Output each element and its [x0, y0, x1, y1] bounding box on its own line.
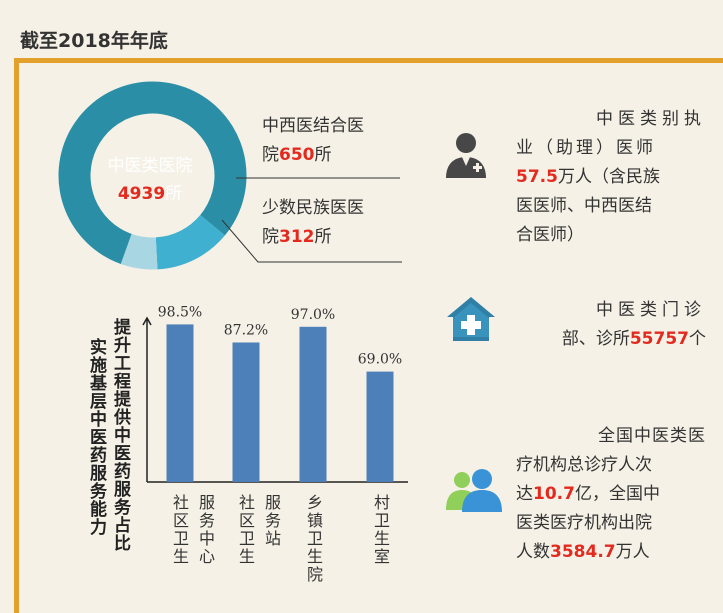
category-label-1-0: 社区卫生 — [236, 494, 255, 566]
bar-chart-title-col1: 实施基层中医药服务能力 — [86, 338, 106, 536]
leader-line-2 — [221, 219, 402, 263]
donut-segment-ethnic — [120, 233, 158, 270]
clinics-line2-text: 部、诊所 — [561, 329, 630, 349]
doctors-line2: 业（助理）医师 — [516, 138, 656, 158]
bar-value-label-1: 87.2% — [224, 322, 268, 338]
doctors-stat: 中医类别执 业（助理）医师 57.5万人（含民族 医医师、中西医结 合医师） — [516, 105, 706, 250]
clinics-unit: 个 — [689, 329, 706, 349]
seg2-line1: 少数民族医医 — [262, 198, 364, 218]
visits-line4: 医类医疗机构出院 — [516, 513, 652, 533]
hospital-donut-chart — [58, 81, 247, 270]
donut-center-label: 中医类医院 — [107, 156, 193, 176]
donut-center-unit: 所 — [165, 184, 183, 204]
people-icon — [446, 469, 502, 512]
doctors-line3: 57.5万人（含民族 — [516, 163, 706, 192]
donut-center-value: 4939 — [117, 184, 166, 204]
clinics-value: 55757 — [629, 329, 689, 349]
category-label-0-0: 社区卫生 — [170, 494, 189, 566]
category-label-3-0: 村卫生室 — [371, 494, 390, 566]
visits-line5-end: 万人 — [615, 542, 650, 562]
visits-line2: 疗机构总诊疗人次 — [516, 455, 652, 475]
seg1-line1: 中西医结合医 — [262, 116, 364, 136]
frame-left-border — [14, 58, 19, 613]
visits-line3: 达10.7亿，全国中 — [516, 480, 706, 509]
visits-stat: 全国中医类医 疗机构总诊疗人次 达10.7亿，全国中 医类医疗机构出院 人数35… — [516, 422, 706, 567]
donut-segment-other — [58, 81, 247, 264]
bar-2 — [299, 326, 327, 482]
clinic-house-icon — [447, 297, 495, 341]
doctors-line4: 医医师、中西医结 — [516, 196, 652, 216]
doctors-line1: 中医类别执 — [596, 109, 706, 129]
doctor-icon — [446, 133, 486, 178]
doctors-value: 57.5 — [516, 167, 558, 187]
seg1-line2: 院650所 — [262, 141, 364, 170]
doctors-line3-rest: 万人（含民族 — [557, 167, 660, 187]
seg2-line2: 院312所 — [262, 223, 364, 252]
bar-value-label-0: 98.5% — [158, 304, 202, 320]
clinics-stat: 中医类门诊 部、诊所55757个 — [516, 296, 706, 354]
visits-value2: 3584.7 — [550, 542, 616, 562]
donut-segment-integrated — [155, 215, 225, 270]
bar-1 — [232, 342, 260, 482]
seg2-line2-text: 院 — [262, 227, 279, 247]
clinics-line1: 中医类门诊 — [596, 300, 706, 320]
visits-value1: 10.7 — [533, 484, 575, 504]
page-title: 截至2018年年底 — [20, 30, 168, 52]
visits-line1: 全国中医类医 — [598, 426, 706, 446]
seg1-line2-text: 院 — [262, 145, 279, 165]
bar-value-label-2: 97.0% — [291, 307, 335, 323]
bar-0 — [166, 324, 194, 482]
seg2-unit: 所 — [314, 227, 332, 247]
category-label-2-0: 乡镇卫生院 — [304, 494, 323, 584]
category-label-0-1: 服务中心 — [196, 494, 215, 566]
bar-value-label-3: 69.0% — [358, 352, 402, 368]
frame-top-border — [14, 58, 723, 63]
seg1-value: 650 — [279, 145, 315, 165]
visits-line5: 人数3584.7万人 — [516, 538, 706, 567]
clinics-line2: 部、诊所55757个 — [516, 325, 706, 354]
y-axis-arrow — [142, 316, 152, 326]
visits-line3-start: 达 — [516, 484, 533, 504]
donut-center: 中医类医院 4939所 — [82, 152, 218, 208]
seg2-value: 312 — [279, 227, 315, 247]
bar-3 — [366, 371, 394, 482]
seg1-label: 中西医结合医 院650所 — [262, 112, 364, 170]
visits-line5-start: 人数 — [516, 542, 550, 562]
seg2-label: 少数民族医医 院312所 — [262, 194, 364, 252]
visits-line3-end: 亿，全国中 — [574, 484, 660, 504]
bar-chart-title-col2: 提升工程提供中医药服务占比 — [110, 318, 130, 552]
category-label-1-1: 服务站 — [262, 494, 281, 548]
doctors-line5: 合医师） — [516, 225, 584, 245]
seg1-unit: 所 — [314, 145, 332, 165]
donut-center-value-line: 4939所 — [82, 180, 218, 208]
